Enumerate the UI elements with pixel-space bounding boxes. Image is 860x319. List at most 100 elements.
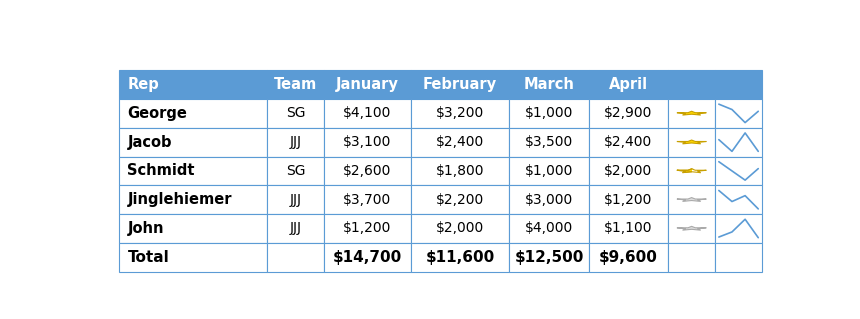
Bar bbox=[120, 128, 267, 157]
Text: George: George bbox=[127, 106, 187, 121]
Bar bbox=[715, 70, 762, 99]
Bar bbox=[120, 214, 267, 243]
Text: February: February bbox=[423, 77, 497, 92]
Bar bbox=[324, 70, 411, 99]
Text: Rep: Rep bbox=[127, 77, 159, 92]
Bar bbox=[715, 99, 762, 128]
Text: $4,000: $4,000 bbox=[525, 221, 573, 235]
Bar bbox=[589, 128, 668, 157]
Bar bbox=[120, 185, 267, 214]
Bar bbox=[715, 214, 762, 243]
Bar bbox=[120, 99, 267, 128]
Bar bbox=[324, 243, 411, 271]
Bar bbox=[589, 214, 668, 243]
Bar bbox=[267, 128, 324, 157]
Polygon shape bbox=[677, 140, 706, 144]
Text: $2,900: $2,900 bbox=[605, 106, 653, 120]
Polygon shape bbox=[677, 226, 706, 230]
Bar bbox=[411, 214, 509, 243]
Bar bbox=[411, 70, 509, 99]
Bar bbox=[324, 99, 411, 128]
Text: Jacob: Jacob bbox=[127, 135, 172, 150]
Text: Team: Team bbox=[273, 77, 317, 92]
Polygon shape bbox=[677, 111, 706, 115]
Text: $1,200: $1,200 bbox=[605, 193, 653, 207]
Bar bbox=[668, 185, 715, 214]
Bar bbox=[120, 70, 267, 99]
Text: SG: SG bbox=[286, 106, 305, 120]
Bar bbox=[509, 128, 589, 157]
Text: John: John bbox=[127, 221, 164, 236]
Bar bbox=[668, 70, 715, 99]
Bar bbox=[589, 243, 668, 271]
Bar bbox=[267, 185, 324, 214]
Bar bbox=[715, 157, 762, 185]
Bar bbox=[411, 185, 509, 214]
Polygon shape bbox=[677, 169, 706, 173]
Bar bbox=[668, 157, 715, 185]
Text: JJJ: JJJ bbox=[290, 221, 302, 235]
Text: $1,000: $1,000 bbox=[525, 106, 573, 120]
Bar bbox=[509, 185, 589, 214]
Bar bbox=[509, 157, 589, 185]
Bar bbox=[509, 70, 589, 99]
Bar bbox=[411, 128, 509, 157]
Bar bbox=[589, 157, 668, 185]
Bar bbox=[589, 70, 668, 99]
Text: JJJ: JJJ bbox=[290, 193, 302, 207]
Text: Total: Total bbox=[127, 250, 169, 265]
Bar bbox=[509, 243, 589, 271]
Bar bbox=[509, 99, 589, 128]
Bar bbox=[411, 99, 509, 128]
Text: JJJ: JJJ bbox=[290, 135, 302, 149]
Text: $2,600: $2,600 bbox=[343, 164, 391, 178]
Text: $2,000: $2,000 bbox=[605, 164, 653, 178]
Text: $2,200: $2,200 bbox=[436, 193, 484, 207]
Bar bbox=[267, 214, 324, 243]
Bar bbox=[668, 99, 715, 128]
Bar bbox=[324, 128, 411, 157]
Text: $3,000: $3,000 bbox=[525, 193, 573, 207]
Bar bbox=[668, 128, 715, 157]
Text: $3,200: $3,200 bbox=[436, 106, 484, 120]
Bar bbox=[411, 243, 509, 271]
Text: $3,500: $3,500 bbox=[525, 135, 573, 149]
Bar bbox=[120, 157, 267, 185]
Bar bbox=[267, 99, 324, 128]
Text: Schmidt: Schmidt bbox=[127, 163, 195, 178]
Text: $9,600: $9,600 bbox=[599, 250, 658, 265]
Bar bbox=[668, 243, 715, 271]
Bar bbox=[668, 214, 715, 243]
Bar bbox=[715, 243, 762, 271]
Text: $12,500: $12,500 bbox=[514, 250, 584, 265]
Bar bbox=[715, 128, 762, 157]
Bar bbox=[324, 185, 411, 214]
Text: $1,000: $1,000 bbox=[525, 164, 573, 178]
Bar bbox=[589, 185, 668, 214]
Text: $1,100: $1,100 bbox=[605, 221, 653, 235]
Bar bbox=[509, 214, 589, 243]
Bar bbox=[267, 70, 324, 99]
Text: $1,200: $1,200 bbox=[343, 221, 391, 235]
Text: March: March bbox=[524, 77, 574, 92]
Text: $2,400: $2,400 bbox=[605, 135, 653, 149]
Bar bbox=[324, 214, 411, 243]
Text: Jinglehiemer: Jinglehiemer bbox=[127, 192, 232, 207]
Text: $4,100: $4,100 bbox=[343, 106, 391, 120]
Text: $1,800: $1,800 bbox=[436, 164, 484, 178]
Bar bbox=[267, 157, 324, 185]
Text: $14,700: $14,700 bbox=[333, 250, 402, 265]
Bar bbox=[324, 157, 411, 185]
Bar bbox=[691, 169, 707, 173]
Text: January: January bbox=[336, 77, 399, 92]
Text: SG: SG bbox=[286, 164, 305, 178]
Bar bbox=[715, 185, 762, 214]
Text: $2,000: $2,000 bbox=[436, 221, 484, 235]
Text: $2,400: $2,400 bbox=[436, 135, 484, 149]
Text: $3,700: $3,700 bbox=[343, 193, 391, 207]
Text: $3,100: $3,100 bbox=[343, 135, 391, 149]
Bar bbox=[120, 243, 267, 271]
Bar bbox=[267, 243, 324, 271]
Text: $11,600: $11,600 bbox=[426, 250, 494, 265]
Text: April: April bbox=[609, 77, 648, 92]
